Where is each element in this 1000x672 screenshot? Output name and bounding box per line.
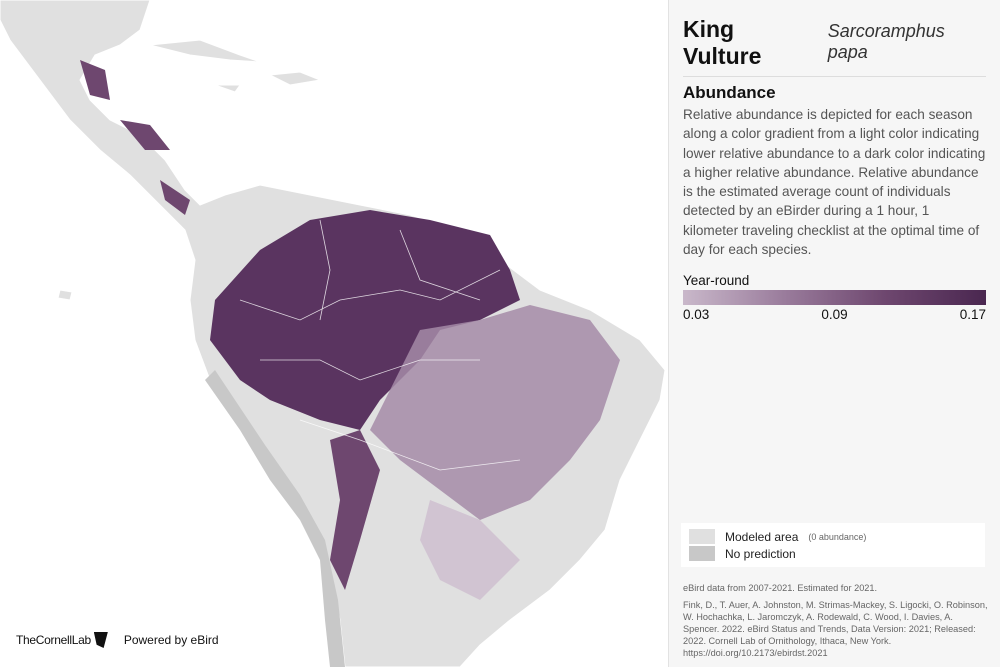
map-legend: Modeled area (0 abundance) No prediction — [681, 523, 985, 567]
legend-no-prediction: No prediction — [689, 545, 977, 562]
abundance-heading: Abundance — [683, 83, 776, 102]
citation: Fink, D., T. Auer, A. Johnston, M. Strim… — [683, 600, 988, 658]
legend-note: (0 abundance) — [808, 531, 867, 542]
high-abundance-region — [210, 210, 520, 430]
low-abundance-region — [420, 500, 520, 600]
species-title: King Vulture Sarcoramphus papa — [683, 16, 986, 77]
andes-abundance-strip — [330, 430, 380, 590]
cornell-lab-logo[interactable]: TheCornellLab — [16, 632, 108, 648]
medium-abundance-region — [370, 305, 620, 520]
modeled-swatch — [689, 529, 715, 544]
abundance-description: Relative abundance is depicted for each … — [683, 107, 986, 258]
legend-label: No prediction — [725, 546, 796, 561]
scientific-name: Sarcoramphus papa — [827, 21, 945, 62]
common-name: King Vulture — [683, 16, 762, 69]
scale-tick: 0.17 — [959, 307, 986, 323]
no-prediction-area — [205, 370, 345, 667]
scale-tick: 0.09 — [821, 307, 848, 323]
abundance-color-scale — [683, 290, 986, 306]
legend-label: Modeled area — [725, 529, 799, 544]
borders — [239, 219, 521, 471]
powered-by-ebird[interactable]: Powered by eBird — [123, 633, 219, 647]
data-note: eBird data from 2007-2021. Estimated for… — [683, 583, 878, 593]
abundance-map[interactable] — [0, 0, 668, 668]
info-panel: King Vulture Sarcoramphus papa Abundance… — [668, 0, 1000, 667]
map-canvas — [0, 0, 666, 668]
woodpecker-icon — [93, 632, 108, 648]
cornell-logo-text: TheCornellLab — [16, 633, 91, 647]
legend-modeled: Modeled area (0 abundance) — [689, 528, 977, 545]
scale-tick: 0.03 — [683, 307, 710, 323]
scale-ticks: 0.03 0.09 0.17 — [683, 307, 986, 322]
logos: TheCornellLab Powered by eBird — [16, 632, 219, 648]
season-label: Year-round — [683, 273, 750, 289]
central-america-abundance — [80, 60, 190, 215]
no-prediction-swatch — [689, 546, 715, 561]
